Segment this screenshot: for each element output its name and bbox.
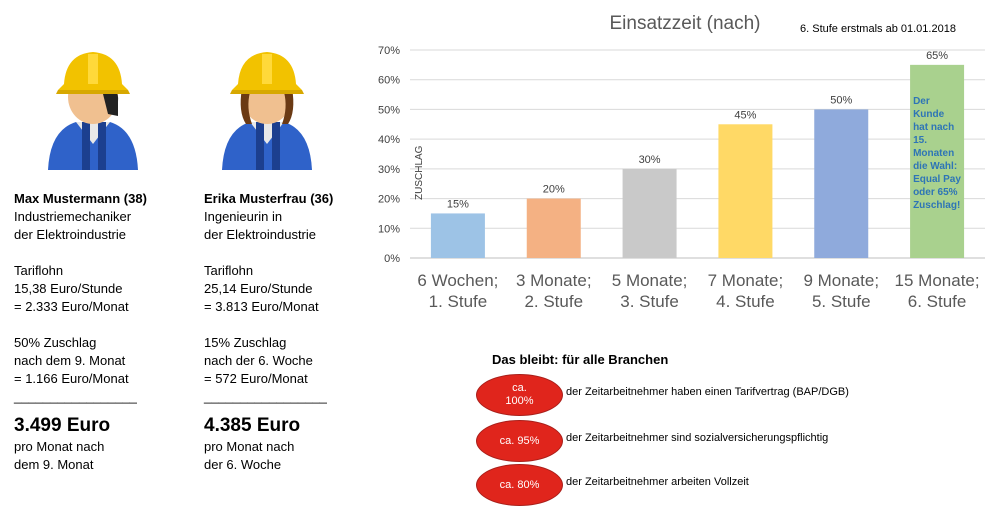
y-tick-label: 10% xyxy=(378,223,400,235)
tarif-line: 25,14 Euro/Stunde xyxy=(204,281,313,296)
data-label: 15% xyxy=(447,198,469,210)
percent-badge: ca. 100% xyxy=(476,374,563,416)
x-tick-label: 3. Stufe xyxy=(620,292,679,311)
zuschlag-line: 15% Zuschlag xyxy=(204,335,287,350)
worker-card-max: Max Mustermann (38) Industriemechaniker … xyxy=(14,190,147,474)
total-note-line: pro Monat nach xyxy=(204,439,295,454)
x-tick-label: 3 Monate; xyxy=(516,271,592,290)
data-label: 65% xyxy=(926,50,948,62)
zuschlag-line: nach dem 9. Monat xyxy=(14,353,126,368)
data-label: 30% xyxy=(639,154,661,166)
bar xyxy=(814,109,869,258)
y-tick-label: 50% xyxy=(378,104,400,116)
x-tick-label: 5 Monate; xyxy=(612,271,688,290)
chart-title: Einsatzzeit (nach) xyxy=(609,13,760,34)
y-tick-label: 0% xyxy=(384,253,400,265)
bar xyxy=(622,168,677,258)
total-note-line: pro Monat nach xyxy=(14,439,105,454)
x-tick-label: 4. Stufe xyxy=(716,292,775,311)
worker-female-icon xyxy=(222,52,312,170)
zuschlag-line: 50% Zuschlag xyxy=(14,335,97,350)
bar xyxy=(718,124,773,259)
worker-total: 3.499 Euro xyxy=(14,415,111,436)
tarif-line: 15,38 Euro/Stunde xyxy=(14,281,123,296)
separator-rule: _________________ xyxy=(204,389,327,404)
x-tick-label: 6. Stufe xyxy=(908,292,967,311)
zuschlag-line: = 1.166 Euro/Monat xyxy=(14,371,129,386)
worker-total: 4.385 Euro xyxy=(204,415,301,436)
tarif-line: Tariflohn xyxy=(204,263,254,278)
chart-note: 6. Stufe erstmals ab 01.01.2018 xyxy=(800,23,956,35)
worker-job-line: Industriemechaniker xyxy=(14,209,132,224)
annotation-line: hat nach xyxy=(913,122,954,133)
total-note-line: der 6. Woche xyxy=(204,457,282,472)
tarif-line: = 2.333 Euro/Monat xyxy=(14,299,129,314)
bleibt-title: Das bleibt: für alle Branchen xyxy=(492,352,669,367)
percent-badge: ca. 80% xyxy=(476,464,563,506)
bleibt-item-text: der Zeitarbeitnehmer arbeiten Vollzeit xyxy=(566,476,749,488)
annotation-line: Zuschlag! xyxy=(913,200,960,211)
bleibt-item-text: der Zeitarbeitnehmer sind sozialversiche… xyxy=(566,432,829,444)
y-tick-label: 60% xyxy=(378,75,400,87)
y-axis-label: ZUSCHLAG xyxy=(414,145,425,200)
y-tick-label: 40% xyxy=(378,134,400,146)
annotation-line: Equal Pay xyxy=(913,174,961,185)
worker-male-icon xyxy=(48,52,138,170)
worker-job-line: der Elektroindustrie xyxy=(204,227,316,242)
x-tick-label: 6 Wochen; xyxy=(417,271,498,290)
worker-job-line: Ingenieurin in xyxy=(204,209,283,224)
annotation-line: oder 65% xyxy=(913,187,958,198)
annotation-line: Kunde xyxy=(913,109,945,120)
x-tick-label: 15 Monate; xyxy=(895,271,980,290)
zuschlag-line: = 572 Euro/Monat xyxy=(204,371,308,386)
x-tick-label: 7 Monate; xyxy=(708,271,784,290)
worker-name: Max Mustermann (38) xyxy=(14,191,147,206)
x-tick-label: 9 Monate; xyxy=(803,271,879,290)
y-tick-label: 70% xyxy=(378,45,400,57)
annotation-line: Monaten xyxy=(913,148,954,159)
bar xyxy=(910,64,965,258)
data-label: 45% xyxy=(734,109,756,121)
zuschlag-line: nach der 6. Woche xyxy=(204,353,313,368)
x-tick-label: 5. Stufe xyxy=(812,292,871,311)
total-note-line: dem 9. Monat xyxy=(14,457,94,472)
y-tick-label: 20% xyxy=(378,194,400,206)
tarif-line: = 3.813 Euro/Monat xyxy=(204,299,319,314)
worker-name: Erika Musterfrau (36) xyxy=(204,191,334,206)
x-tick-label: 1. Stufe xyxy=(429,292,488,311)
separator-rule: _________________ xyxy=(14,389,137,404)
einsatzzeit-bar-chart: Einsatzzeit (nach) 6. Stufe erstmals ab … xyxy=(378,13,985,311)
percent-badge: ca. 95% xyxy=(476,420,563,462)
data-label: 20% xyxy=(543,184,565,196)
bar xyxy=(526,198,581,258)
bleibt-item-text: der Zeitarbeitnehmer haben einen Tarifve… xyxy=(566,386,849,398)
tarif-line: Tariflohn xyxy=(14,263,64,278)
annotation-line: Der xyxy=(913,96,930,107)
worker-job-line: der Elektroindustrie xyxy=(14,227,126,242)
annotation-line: die Wahl: xyxy=(913,161,957,172)
x-tick-label: 2. Stufe xyxy=(524,292,583,311)
bar xyxy=(430,213,485,258)
worker-card-erika: Erika Musterfrau (36) Ingenieurin in der… xyxy=(204,190,333,474)
annotation-line: 15. xyxy=(913,135,927,146)
data-label: 50% xyxy=(830,94,852,106)
y-tick-label: 30% xyxy=(378,164,400,176)
